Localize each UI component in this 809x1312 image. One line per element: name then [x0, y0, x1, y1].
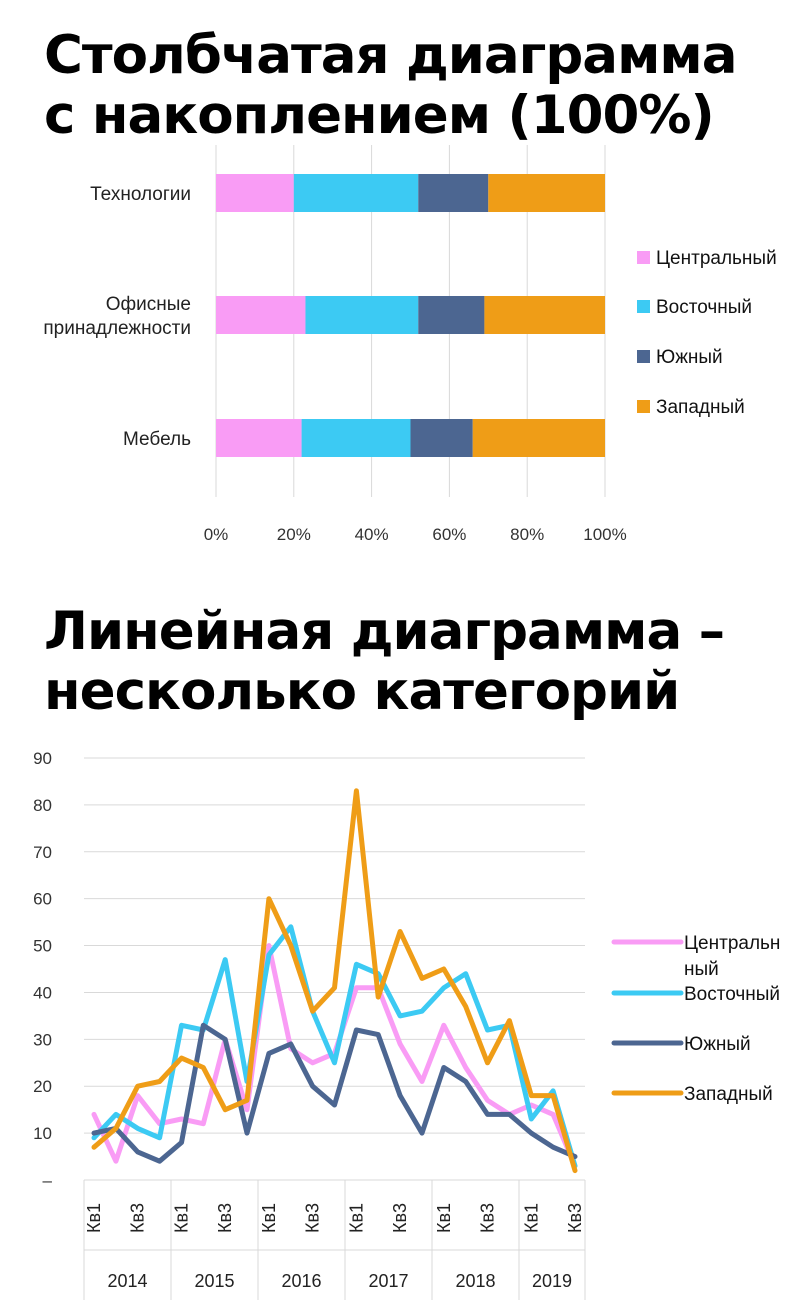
bar-legend-label: Восточный	[656, 297, 752, 318]
line-x-year-label: 2017	[368, 1271, 408, 1291]
line-legend-label: Восточный	[684, 984, 780, 1005]
line-series-path	[91, 788, 578, 1174]
line-y-tick-label: 80	[33, 796, 52, 815]
line-x-quarter-label: Кв1	[434, 1203, 454, 1233]
line-legend-label: Южный	[684, 1034, 751, 1055]
bar-category-label: Технологии	[90, 184, 191, 205]
line-x-quarter-label: Кв1	[521, 1203, 541, 1233]
line-x-year-label: 2015	[194, 1271, 234, 1291]
line-y-tick-label: –	[43, 1171, 53, 1190]
line-y-tick-label: 40	[33, 983, 52, 1002]
line-y-tick-label: 60	[33, 890, 52, 909]
line-y-tick-label: 10	[33, 1124, 52, 1143]
bar-legend-swatch	[637, 400, 650, 413]
bar-legend-swatch	[637, 350, 650, 363]
line-x-year-label: 2019	[532, 1271, 572, 1291]
line-legend-label: ный	[684, 959, 719, 980]
line-legend-label: Западный	[684, 1084, 773, 1105]
line-x-quarter-label: Кв3	[303, 1203, 323, 1233]
line-chart-title-line-1: Линейная диаграмма –	[44, 601, 725, 662]
line-x-quarter-label: Кв1	[259, 1203, 279, 1233]
bar-segment	[484, 296, 605, 334]
line-x-quarter-label: Кв1	[84, 1203, 104, 1233]
bar-segment	[216, 174, 294, 212]
line-y-tick-label: 70	[33, 843, 52, 862]
bar-segment	[488, 174, 605, 212]
bar-segment	[216, 296, 306, 334]
line-x-quarter-label: Кв3	[565, 1203, 585, 1233]
bar-x-tick-label: 40%	[355, 525, 389, 544]
line-x-year-label: 2016	[281, 1271, 321, 1291]
stacked-bar-chart: 0% 20% 40% 60% 80% 100% Технологии Офисные прина…	[43, 145, 777, 544]
bar-legend-label: Южный	[656, 347, 723, 368]
line-y-tick-label: 30	[33, 1030, 52, 1049]
bar-segment	[410, 419, 473, 457]
bar-category-label: Мебель	[123, 429, 191, 450]
line-series-path	[91, 1022, 578, 1164]
bar-legend-swatch	[637, 251, 650, 264]
bar-legend-swatch	[637, 300, 650, 313]
bar-segment	[216, 419, 302, 457]
line-x-quarter-label: Кв3	[128, 1203, 148, 1233]
line-x-quarter-label: Кв3	[215, 1203, 235, 1233]
line-y-tick-label: 20	[33, 1077, 52, 1096]
bar-chart-title: Столбчатая диаграмма с накоплением (100%…	[44, 25, 737, 146]
bar-x-tick-label: 100%	[583, 525, 626, 544]
line-chart-title-line-2: несколько категорий	[44, 661, 680, 722]
bar-category-label: принадлежности	[43, 318, 191, 339]
bar-legend-label: Центральный	[656, 248, 777, 269]
bar-segment	[472, 419, 605, 457]
bar-segment	[418, 174, 489, 212]
bar-segment	[293, 174, 419, 212]
line-x-quarter-label: Кв3	[478, 1203, 498, 1233]
bar-legend-label: Западный	[656, 397, 745, 418]
line-x-quarter-label: Кв3	[390, 1203, 410, 1233]
bar-segment	[301, 419, 411, 457]
line-x-quarter-label: Кв1	[171, 1203, 191, 1233]
bar-chart-title-line-1: Столбчатая диаграмма	[44, 25, 737, 86]
bar-category-label: Офисные	[106, 294, 191, 315]
line-y-tick-label: 50	[33, 937, 52, 956]
line-x-year-label: 2014	[107, 1271, 147, 1291]
bar-x-tick-label: 0%	[204, 525, 229, 544]
line-x-year-label: 2018	[455, 1271, 495, 1291]
bar-x-tick-label: 60%	[432, 525, 466, 544]
bar-chart-title-line-2: с накоплением (100%)	[44, 85, 715, 146]
line-legend-label: Центральн	[684, 933, 780, 954]
line-chart-title: Линейная диаграмма – несколько категорий	[44, 601, 725, 722]
line-x-quarter-label: Кв1	[346, 1203, 366, 1233]
bar-x-tick-label: 20%	[277, 525, 311, 544]
bar-segment	[305, 296, 419, 334]
bar-x-tick-label: 80%	[510, 525, 544, 544]
line-y-tick-label: 90	[33, 749, 52, 768]
bar-segment	[418, 296, 485, 334]
